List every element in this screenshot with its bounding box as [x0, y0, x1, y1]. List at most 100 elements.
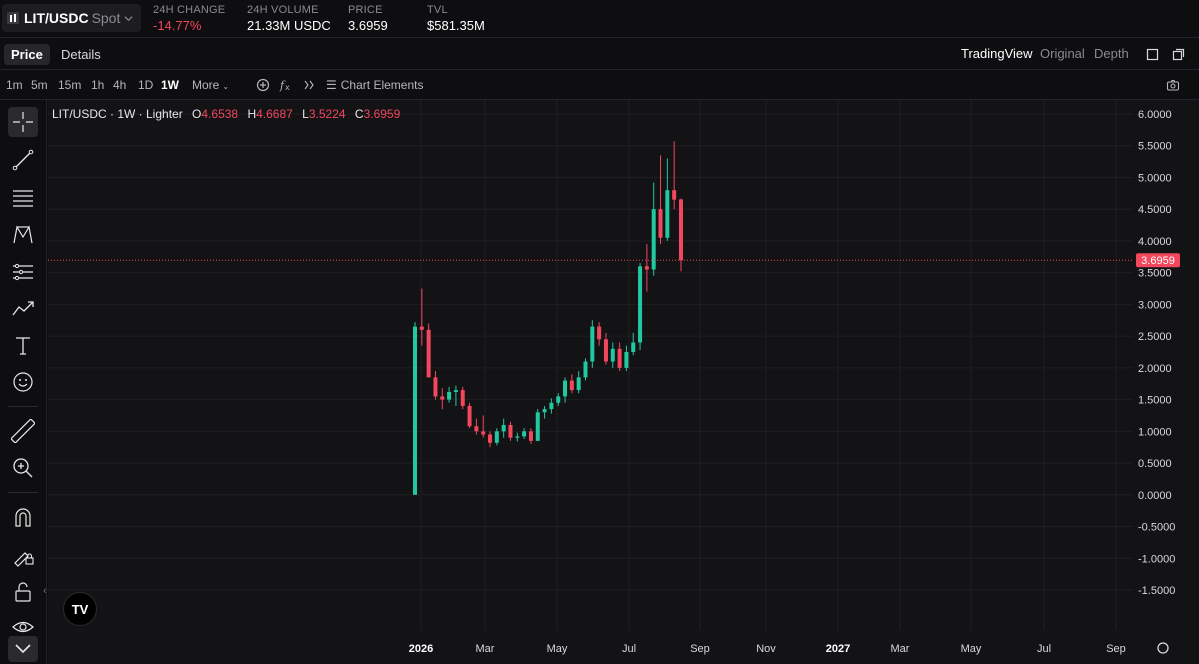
chart-background	[48, 100, 1199, 664]
zoom-tool[interactable]	[8, 453, 38, 483]
magnet-tool[interactable]	[8, 503, 38, 533]
interval-1m[interactable]: 1m	[6, 78, 23, 92]
trend-line-tool[interactable]	[8, 145, 38, 175]
text-tool[interactable]	[8, 331, 38, 361]
candle-body	[467, 405, 472, 427]
stat-value: 21.33M USDC	[247, 18, 331, 33]
pair-selector[interactable]: LIT/USDC Spot	[2, 4, 141, 32]
candle-body	[631, 342, 636, 352]
stat-value: $581.35M	[427, 18, 485, 33]
chart-tabs-row: Price Details TradingView Original Depth	[0, 38, 1199, 70]
view-depth[interactable]: Depth	[1094, 46, 1129, 61]
x-tick-label: 2026	[409, 643, 433, 655]
x-tick-label: 2027	[826, 643, 850, 655]
svg-text:x: x	[285, 83, 290, 92]
ruler-tool[interactable]	[8, 416, 38, 446]
trend-line-icon	[12, 149, 34, 171]
more-intervals-button[interactable]: More ⌄	[192, 78, 229, 92]
x-tick-label: Jul	[622, 643, 636, 655]
view-tradingview[interactable]: TradingView	[961, 46, 1033, 61]
tradingview-logo[interactable]: TV	[63, 592, 97, 626]
tab-price[interactable]: Price	[4, 44, 50, 65]
y-tick-label: 4.0000	[1138, 236, 1172, 248]
candle-body	[453, 390, 458, 392]
candle-body	[658, 209, 663, 238]
compare-icon[interactable]	[302, 78, 316, 92]
pattern-icon	[13, 225, 33, 244]
prediction-icon	[13, 263, 33, 281]
interval-1d[interactable]: 1D	[138, 78, 154, 92]
legend-close: 3.6959	[363, 107, 401, 121]
chart-elements-button[interactable]: ☰ Chart Elements	[326, 78, 423, 92]
stat-tvl: TVL $581.35M	[427, 4, 485, 33]
lock-tool[interactable]	[8, 577, 38, 607]
toolbar-divider	[8, 492, 38, 493]
candle-body	[549, 402, 554, 410]
lock-drawing-tool[interactable]	[8, 540, 38, 570]
stat-price: PRICE 3.6959	[348, 4, 388, 33]
popout-icon[interactable]	[1172, 48, 1185, 61]
x-tick-label: Nov	[756, 643, 776, 655]
candle-body	[440, 396, 445, 400]
emoji-tool[interactable]	[8, 367, 38, 397]
candle-body	[610, 348, 615, 362]
legend-open-label: O	[192, 107, 202, 121]
more-label: More	[192, 78, 220, 92]
candle-body	[638, 266, 643, 343]
brush-tool[interactable]	[8, 294, 38, 324]
legend-low: 3.5224	[308, 107, 346, 121]
chart-elements-label: Chart Elements	[340, 78, 424, 92]
collapse-toolbar-icon[interactable]: ‹	[43, 585, 47, 597]
pattern-tool[interactable]	[8, 220, 38, 250]
x-tick-label: Sep	[690, 643, 710, 655]
view-original[interactable]: Original	[1040, 46, 1085, 61]
candle-body	[563, 380, 568, 397]
stat-24h-change: 24H CHANGE -14.77%	[153, 4, 225, 33]
toolbar-divider	[8, 406, 38, 407]
interval-4h[interactable]: 4h	[113, 78, 127, 92]
candle-body	[603, 339, 608, 362]
last-price-label: 3.6959	[1141, 255, 1175, 267]
zoom-in-icon	[13, 458, 33, 478]
candle-body	[556, 396, 561, 403]
interval-1w[interactable]: 1W	[161, 78, 179, 92]
interval-5m[interactable]: 5m	[31, 78, 48, 92]
interval-15m[interactable]: 15m	[58, 78, 82, 92]
candle-body	[672, 190, 677, 200]
visibility-tool[interactable]	[8, 612, 38, 642]
tab-details[interactable]: Details	[61, 47, 101, 62]
interval-1h[interactable]: 1h	[91, 78, 105, 92]
legend-open: 4.6538	[201, 107, 239, 121]
candle-body	[488, 434, 493, 443]
settings-gear-icon[interactable]	[1157, 642, 1169, 654]
prediction-tool[interactable]	[8, 257, 38, 287]
maximize-icon[interactable]	[1146, 48, 1159, 61]
x-tick-label: Sep	[1106, 643, 1126, 655]
y-tick-label: 2.5000	[1138, 331, 1172, 343]
candle-body	[515, 436, 520, 438]
candle-body	[665, 190, 670, 238]
chevron-down-icon: ⌄	[222, 82, 230, 91]
candle-body	[508, 424, 513, 438]
candle-body	[576, 377, 581, 391]
chevron-down-icon	[124, 15, 133, 21]
candlestick-chart[interactable]: 6.0000 5.5000 5.0000 4.5000 4.0000 3.5000 3.00…	[48, 100, 1199, 664]
y-tick-label: -1.5000	[1138, 585, 1175, 597]
candle-body	[535, 412, 540, 441]
stat-24h-volume: 24H VOLUME 21.33M USDC	[247, 4, 331, 33]
price-chart[interactable]: 6.0000 5.5000 5.0000 4.5000 4.0000 3.5000 3.00…	[48, 100, 1199, 664]
candle-body	[522, 431, 527, 437]
candle-body	[528, 431, 533, 441]
expand-toolbar-button[interactable]	[8, 636, 38, 662]
y-tick-label: 3.0000	[1138, 299, 1172, 311]
add-indicator-icon[interactable]	[256, 78, 270, 92]
list-icon: ☰	[326, 78, 337, 92]
camera-icon[interactable]	[1166, 78, 1180, 92]
y-tick-label: 0.5000	[1138, 458, 1172, 470]
candle-body	[481, 431, 486, 435]
legend-high: 4.6687	[256, 107, 293, 121]
crosshair-tool[interactable]	[8, 107, 38, 137]
stat-value: -14.77%	[153, 18, 202, 33]
fib-tool[interactable]	[8, 183, 38, 213]
